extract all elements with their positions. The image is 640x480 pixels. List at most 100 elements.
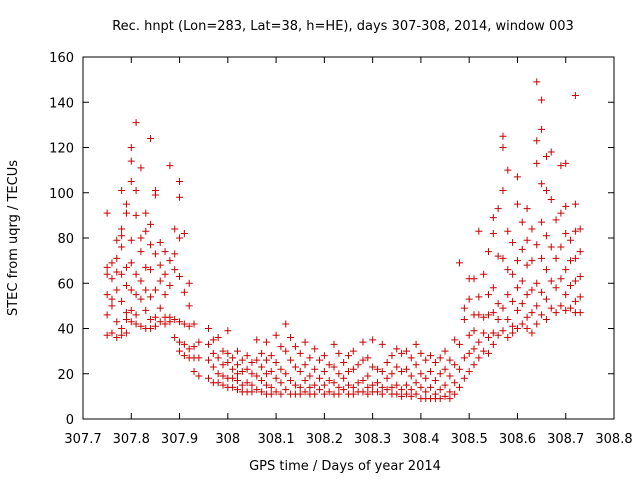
data-point: [238, 356, 246, 364]
data-point: [330, 340, 338, 348]
data-point: [243, 352, 251, 360]
data-point: [518, 320, 526, 328]
data-point: [118, 331, 126, 339]
data-point: [388, 352, 396, 360]
data-point: [113, 268, 121, 276]
data-point: [137, 248, 145, 256]
data-point: [282, 370, 290, 378]
data-point: [243, 365, 251, 373]
data-point: [364, 390, 372, 398]
data-point: [504, 266, 512, 274]
data-point: [262, 338, 270, 346]
data-point: [195, 354, 203, 362]
data-point: [354, 379, 362, 387]
x-axis-ticks: 307.7 307.8 307.9 308 308.1 308.2 308.3 308.4 30…: [64, 57, 633, 447]
data-point: [484, 334, 492, 342]
data-point: [562, 266, 570, 274]
data-point: [219, 372, 227, 380]
data-point: [156, 304, 164, 312]
data-point: [176, 193, 184, 201]
data-point: [287, 356, 295, 364]
data-point: [451, 361, 459, 369]
data-point: [151, 322, 159, 330]
data-point: [446, 356, 454, 364]
data-point: [441, 365, 449, 373]
data-point: [320, 352, 328, 360]
data-point: [205, 374, 213, 382]
data-point: [287, 334, 295, 342]
data-point: [147, 293, 155, 301]
data-point: [484, 291, 492, 299]
data-point: [576, 309, 584, 317]
data-point: [127, 306, 135, 314]
data-point: [402, 390, 410, 398]
data-point: [340, 358, 348, 366]
data-point: [118, 186, 126, 194]
data-point: [190, 320, 198, 328]
data-point: [345, 352, 352, 360]
data-point: [475, 338, 483, 346]
data-point: [518, 218, 526, 226]
data-point: [214, 370, 222, 378]
data-point: [316, 374, 324, 382]
data-point: [562, 229, 570, 237]
data-point: [528, 286, 536, 294]
data-point: [451, 379, 459, 387]
data-point: [364, 383, 372, 391]
data-point: [398, 386, 406, 394]
data-point: [262, 370, 270, 378]
data-point: [407, 386, 415, 394]
data-point: [277, 390, 285, 398]
data-point: [277, 343, 285, 351]
data-point: [533, 137, 541, 145]
data-point: [340, 374, 348, 382]
data-point: [132, 291, 140, 299]
data-point: [296, 383, 304, 391]
data-point: [571, 277, 579, 285]
data-point: [118, 325, 126, 332]
data-point: [456, 383, 464, 391]
data-point: [388, 370, 396, 378]
data-point: [113, 318, 121, 326]
data-point: [547, 304, 555, 312]
data-point: [301, 338, 309, 346]
data-point: [407, 392, 415, 400]
data-point: [547, 277, 555, 285]
data-point: [528, 257, 536, 265]
data-point: [161, 270, 169, 278]
data-point: [156, 239, 164, 247]
data-point: [475, 311, 483, 319]
data-point: [465, 349, 473, 357]
data-point: [484, 248, 492, 256]
data-point: [176, 272, 184, 280]
data-point: [576, 272, 584, 280]
data-point: [562, 159, 570, 167]
data-point: [219, 361, 227, 369]
data-point: [359, 338, 367, 346]
data-point: [296, 367, 304, 375]
data-point: [518, 245, 526, 253]
data-point: [118, 270, 126, 278]
data-point: [489, 214, 497, 222]
data-point: [446, 395, 454, 403]
data-point: [513, 325, 521, 332]
data-point: [427, 352, 435, 360]
data-point: [330, 379, 338, 387]
data-point: [132, 311, 140, 319]
data-point: [422, 374, 430, 382]
data-point: [156, 277, 164, 285]
data-point: [205, 325, 213, 332]
data-point: [345, 367, 352, 375]
data-point: [248, 370, 256, 378]
data-point: [359, 356, 367, 364]
data-point: [354, 361, 362, 369]
data-point: [108, 295, 116, 303]
data-point: [417, 349, 425, 357]
data-point: [349, 383, 357, 391]
data-point: [407, 372, 415, 380]
data-point: [470, 345, 478, 353]
data-point: [446, 372, 454, 380]
data-point: [504, 334, 512, 342]
plot-frame: [82, 56, 615, 420]
data-point: [571, 297, 579, 305]
